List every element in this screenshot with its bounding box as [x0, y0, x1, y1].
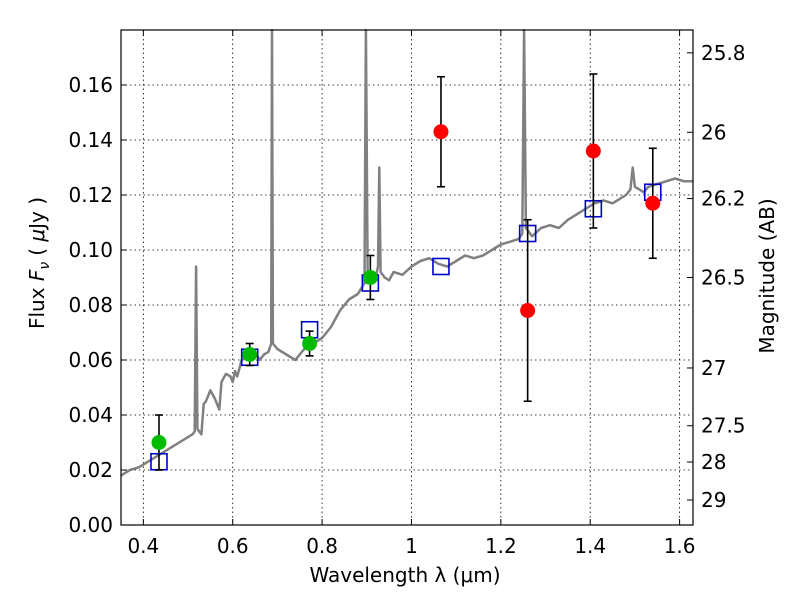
red-data-point: [433, 124, 449, 140]
x-tick-label: 1: [405, 534, 418, 558]
y2-tick-label: 26.5: [701, 266, 746, 290]
y-tick-label: 0.00: [68, 513, 113, 537]
y2-tick-label: 27: [701, 356, 726, 380]
y2-tick-labels: 25.8 26 26.2 26.5 27 27.5 28 29: [701, 41, 746, 512]
y2-tick-label: 26: [701, 120, 726, 144]
y2-tick-label: 28: [701, 450, 726, 474]
y-label-paren-open: (: [25, 242, 49, 256]
x-tick-label: 1.2: [485, 534, 517, 558]
red-data-point: [585, 143, 601, 159]
y2-tick-label: 29: [701, 488, 726, 512]
y-label-subscript: ν: [37, 262, 53, 270]
y-label-paren-close: ): [25, 197, 49, 211]
y-tick-label: 0.08: [68, 293, 113, 317]
y-tick-label: 0.10: [68, 238, 113, 262]
spectrum-layer: [120, 28, 693, 477]
y-label-prefix: Flux: [25, 281, 49, 329]
y-axis-label: Flux Fν ( μJy ): [25, 197, 53, 329]
x-tick-labels: 0.4 0.6 0.8 1 1.2 1.4 1.6: [127, 534, 695, 558]
y-tick-label: 0.04: [68, 403, 113, 427]
x-tick-label: 1.4: [574, 534, 606, 558]
y-label-unit-mu: μ: [25, 229, 49, 243]
red-data-point: [520, 303, 536, 318]
y-tick-label: 0.12: [68, 183, 113, 207]
y-tick-labels: 0.00 0.02 0.04 0.06 0.08 0.10 0.12 0.14 0.16: [68, 73, 113, 537]
y-tick-label: 0.02: [68, 458, 113, 482]
y2-axis-label: Magnitude (AB): [755, 198, 779, 353]
model-photometry-square: [432, 257, 450, 276]
green-data-point: [151, 435, 167, 450]
y2-tick-label: 27.5: [701, 414, 746, 438]
grid-lines: [121, 30, 693, 526]
y-label-symbol: F: [25, 269, 49, 281]
y2-tick-label: 26.2: [701, 187, 746, 211]
x-axis-label: Wavelength λ (μm): [309, 563, 500, 587]
x-tick-label: 0.6: [217, 534, 249, 558]
spectrum-line: [120, 28, 693, 477]
red-data-point: [645, 195, 661, 211]
y-tick-label: 0.16: [68, 73, 113, 97]
green-data-point: [302, 336, 318, 351]
x-tick-label: 0.8: [306, 534, 338, 558]
tick-marks: [121, 30, 693, 526]
x-tick-label: 0.4: [127, 534, 159, 558]
markers-layer: [150, 73, 662, 471]
green-data-point: [362, 270, 378, 285]
plot-frame: [120, 29, 694, 526]
green-data-point: [242, 347, 258, 362]
y-tick-label: 0.14: [68, 128, 113, 152]
x-tick-label: 1.6: [664, 534, 696, 558]
y-tick-label: 0.06: [68, 348, 113, 372]
y2-tick-label: 25.8: [701, 41, 746, 65]
y-label-unit: Jy: [25, 211, 49, 231]
